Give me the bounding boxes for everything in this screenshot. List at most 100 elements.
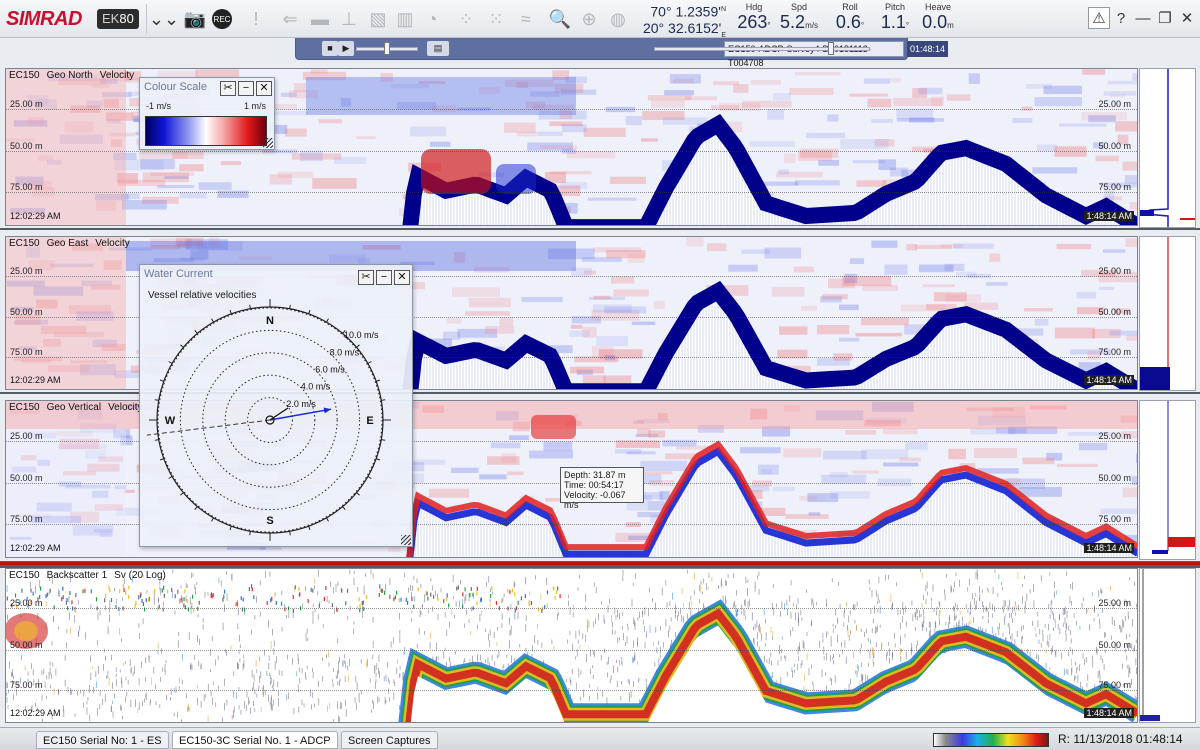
speed-slider-knob[interactable]	[384, 42, 390, 55]
stat-number: 5.2	[780, 12, 806, 32]
compass-tick	[229, 526, 232, 531]
compass-tick	[381, 399, 386, 401]
close-window-icon[interactable]: ✕	[1180, 10, 1194, 27]
replay-position-knob[interactable]	[828, 42, 835, 55]
alert-icon[interactable]: !	[253, 8, 259, 29]
side-histogram-backscatter	[1139, 568, 1196, 723]
settings-icon[interactable]: ✂	[358, 270, 374, 285]
depth-label-right: 75.00 m	[1098, 347, 1131, 357]
minimize-icon[interactable]: −	[238, 81, 254, 96]
grid-icon[interactable]: ⁘	[458, 8, 474, 29]
collapse-menu-icon[interactable]: ⌄⌄	[148, 8, 180, 29]
layer-icon[interactable]: ▧	[369, 8, 387, 29]
compass-tick	[326, 318, 329, 323]
vessel-heading-line	[146, 419, 271, 436]
depth-label-left: 25.00 m	[10, 598, 43, 608]
panel-title-part: Geo Vertical	[46, 402, 102, 413]
model-suffix: 80	[119, 11, 134, 26]
depth-label-right: 50.00 m	[1098, 640, 1131, 650]
depth-label-left: 75.00 m	[10, 680, 43, 690]
status-tab-2[interactable]: EC150-3C Serial No. 1 - ADCP	[172, 731, 338, 749]
compass-tick	[154, 399, 159, 401]
stat-unit: m/s	[805, 21, 818, 30]
close-icon[interactable]: ✕	[256, 81, 272, 96]
speed-ring-label: 4.0 m/s	[301, 382, 331, 392]
tooltip-depth: Depth: 31.87 m	[564, 470, 626, 480]
compass-tick	[159, 379, 164, 382]
stat-number: 0.6	[835, 12, 861, 32]
resize-grip-icon[interactable]	[263, 138, 273, 148]
status-tab-3[interactable]: Screen Captures	[341, 731, 438, 749]
arrow-left-icon[interactable]: ⇐	[282, 8, 298, 29]
current-arrow	[269, 408, 332, 421]
model-prefix: EK	[102, 11, 120, 26]
depth-grid-line	[6, 192, 1137, 193]
file-menu-button[interactable]: ▤	[427, 41, 449, 56]
wave-icon[interactable]: ≈	[521, 8, 531, 29]
replay-position-slider[interactable]	[654, 47, 870, 51]
stat-value: 5.2m/s	[779, 12, 819, 32]
depth-label-left: 75.00 m	[10, 514, 43, 524]
compass-tick	[367, 476, 372, 479]
panel-title-part: EC150	[9, 570, 40, 581]
depth-label-right: 75.00 m	[1098, 514, 1131, 524]
close-icon[interactable]: ✕	[394, 270, 410, 285]
echogram-palette[interactable]	[933, 733, 1049, 747]
depth-grid-line	[6, 524, 1137, 525]
water-current-dialog[interactable]: Water Current ✂ − ✕ Vessel relative velo…	[139, 264, 413, 547]
speed-ring	[247, 397, 293, 443]
settings-icon[interactable]: ✂	[220, 81, 236, 96]
stat-number: 263	[737, 12, 768, 32]
time-end-label: 1:48:14 AM	[1084, 708, 1134, 718]
warning-icon[interactable]: ⚠	[1088, 7, 1110, 29]
panel-title-part: Velocity	[95, 238, 130, 249]
panel-title: EC150 Backscatter 1 Sv (20 Log)	[9, 570, 173, 581]
colour-scale-dialog[interactable]: Colour Scale ✂ − ✕ -1 m/s 1 m/s	[139, 77, 275, 150]
camera-icon[interactable]: 📷	[183, 8, 207, 29]
scatter-icon[interactable]: ⁙	[488, 8, 504, 29]
stat-heave: Heave 0.0m	[918, 2, 958, 32]
minimize-window-icon[interactable]: —	[1135, 9, 1151, 27]
longitude: 20° 32.6152'E	[642, 19, 726, 39]
depth-label-left: 75.00 m	[10, 347, 43, 357]
bar-chart-icon[interactable]: ▥	[396, 8, 414, 29]
speed-ring-label: 8.0 m/s	[330, 347, 360, 357]
depth-grid-line	[6, 151, 1137, 152]
stat-number: 1.1	[880, 12, 906, 32]
stat-value: 1.1°	[875, 12, 915, 32]
replay-time: 01:48:14	[907, 41, 949, 57]
record-icon[interactable]: REC	[212, 9, 232, 29]
compass-tick	[342, 506, 346, 510]
restore-window-icon[interactable]: ❐	[1158, 10, 1172, 27]
stat-label: Roll	[842, 2, 858, 12]
depth-marker-icon[interactable]: ⊥	[341, 8, 357, 29]
status-tab-1[interactable]: EC150 Serial No: 1 - ES	[36, 731, 169, 749]
time-start-label: 12:02:29 AM	[10, 375, 61, 385]
target-icon[interactable]: ◍	[610, 8, 626, 29]
color-palette-icon[interactable]: ▬	[311, 8, 329, 29]
top-toolbar: SIMRAD EK80 ⌄⌄ 📷 REC! ⇐ ▬ ⊥ ▧ ▥ ◔ ⁘ ⁙ ≈ 🔍 ⊕ ◍ 70° 1.23…	[0, 0, 1200, 38]
resize-grip-icon[interactable]	[401, 535, 411, 545]
compass-tick	[154, 439, 159, 441]
colour-scale-bar	[145, 116, 267, 146]
help-icon[interactable]: ?	[1116, 9, 1126, 27]
compass-direction-e: E	[366, 415, 373, 427]
panel-title-part: EC150	[9, 238, 40, 249]
stat-label: Heave	[924, 2, 951, 12]
compass-tick	[168, 361, 173, 364]
zoom-icon[interactable]: 🔍	[548, 8, 572, 29]
side-histogram-east	[1139, 236, 1196, 391]
stop-button[interactable]: ■	[322, 41, 338, 56]
compass-icon[interactable]: ⊕	[581, 8, 597, 29]
echogram-panel-backscatter[interactable]: EC150 Backscatter 1 Sv (20 Log) 25.00 m 25.0…	[5, 568, 1138, 723]
compass-tick	[211, 517, 214, 522]
compass-tick	[381, 439, 386, 441]
pie-icon[interactable]: ◔	[426, 8, 438, 29]
minimize-icon[interactable]: −	[376, 270, 392, 285]
play-button[interactable]: ▶	[338, 41, 354, 56]
depth-label-left: 25.00 m	[10, 266, 43, 276]
stat-value: 263°	[734, 12, 774, 32]
panel-divider	[0, 228, 1200, 230]
echogram-image	[6, 69, 1137, 225]
water-current-title: Water Current	[144, 268, 213, 280]
